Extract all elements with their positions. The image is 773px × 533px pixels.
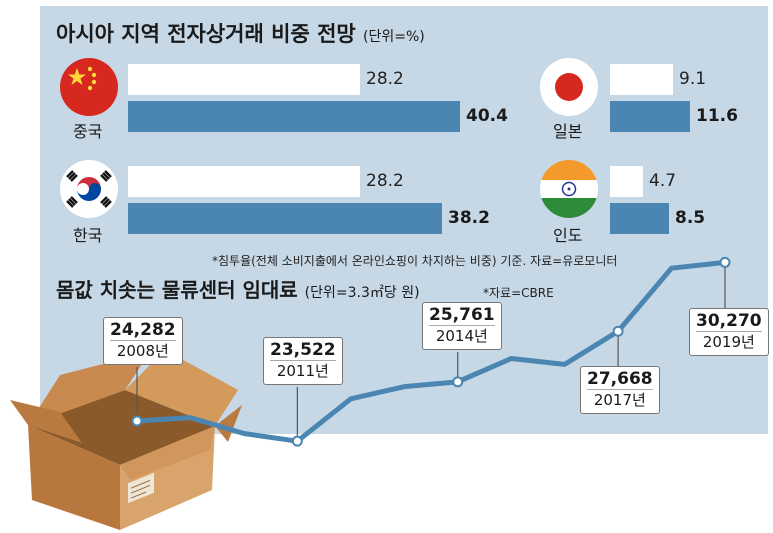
callout-year: 2017년 [587, 389, 653, 410]
data-point [131, 415, 143, 427]
data-callout: 25,761 2014년 [422, 302, 502, 350]
top-chart-note: *침투율(전체 소비지출에서 온라인쇼핑이 차지하는 비중) 기준. 자료=유로… [212, 254, 618, 268]
india-flag-icon [540, 160, 598, 218]
data-point [719, 256, 731, 268]
japan-flag-icon [540, 58, 598, 116]
data-callout: 27,668 2017년 [580, 366, 660, 414]
bottom-title-text: 몸값 치솟는 물류센터 임대료 [56, 278, 298, 302]
top-title-unit: (단위=%) [363, 29, 425, 45]
bar-label-3-series-1: 8.5 [675, 208, 706, 228]
korea-flag-icon [60, 160, 118, 218]
top-title-text: 아시아 지역 전자상거래 비중 전망 [56, 22, 356, 46]
country-label-china: 중국 [73, 122, 103, 141]
callout-value: 30,270 [696, 311, 762, 331]
bar-label-2-series-0: 28.2 [366, 171, 404, 191]
data-point [612, 325, 624, 337]
callout-value: 23,522 [270, 340, 336, 360]
bar-3-series-1 [610, 203, 669, 234]
bottom-title-unit: (단위=3.3㎡당 원) [304, 285, 420, 301]
bar-0-series-0 [128, 64, 360, 95]
bar-0-series-1 [128, 101, 460, 132]
bar-label-0-series-1: 40.4 [466, 106, 508, 126]
rent-series-line [136, 259, 726, 444]
bar-label-1-series-1: 11.6 [696, 106, 738, 126]
data-point [291, 435, 303, 447]
bar-1-series-0 [610, 64, 673, 95]
bar-label-3-series-0: 4.7 [649, 171, 677, 191]
bar-3-series-0 [610, 166, 643, 197]
bar-2-series-1 [128, 203, 442, 234]
data-callout: 24,282 2008년 [103, 317, 183, 365]
bottom-chart-title: 몸값 치솟는 물류센터 임대료 (단위=3.3㎡당 원) [56, 274, 420, 303]
bottom-chart-source: *자료=CBRE [483, 286, 554, 300]
bar-label-2-series-1: 38.2 [448, 208, 490, 228]
bar-2-series-0 [128, 166, 360, 197]
china-flag-icon [60, 58, 118, 116]
bar-1-series-1 [610, 101, 690, 132]
cardboard-box-illustration [10, 350, 242, 530]
callout-year: 2014년 [429, 325, 495, 346]
data-callout: 23,522 2011년 [263, 337, 343, 385]
data-point [452, 376, 464, 388]
callout-year: 2011년 [270, 360, 336, 381]
bar-label-1-series-0: 9.1 [679, 69, 707, 89]
callout-value: 24,282 [110, 320, 176, 340]
callout-year: 2008년 [110, 340, 176, 361]
country-label-india: 인도 [553, 226, 583, 245]
country-label-korea: 한국 [73, 226, 103, 245]
callout-value: 25,761 [429, 305, 495, 325]
bar-label-0-series-0: 28.2 [366, 69, 404, 89]
country-label-japan: 일본 [553, 122, 583, 141]
top-chart-title: 아시아 지역 전자상거래 비중 전망 (단위=%) [56, 18, 425, 48]
callout-year: 2019년 [696, 331, 762, 352]
callout-value: 27,668 [587, 369, 653, 389]
data-callout: 30,270 2019년 [689, 308, 769, 356]
